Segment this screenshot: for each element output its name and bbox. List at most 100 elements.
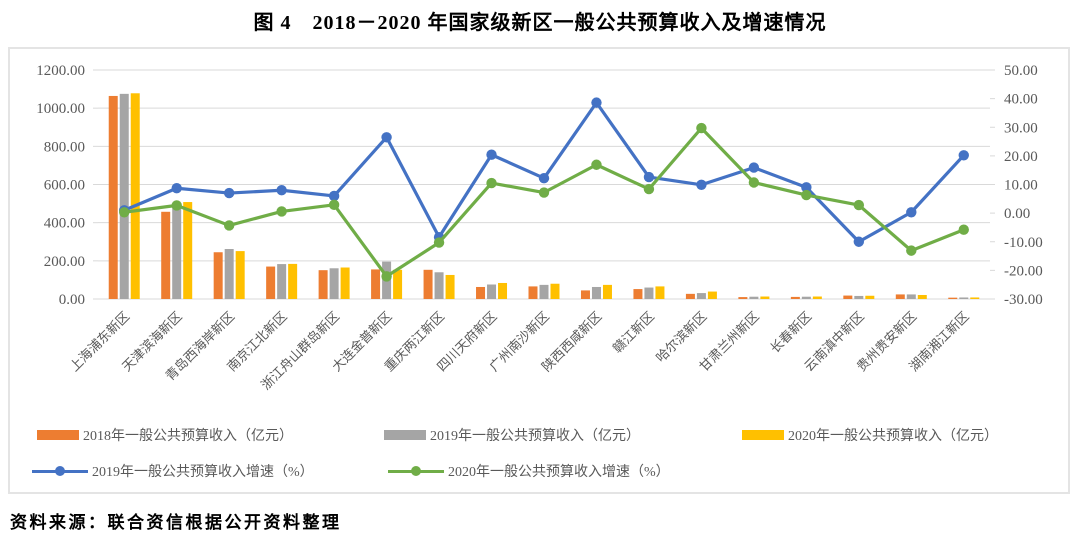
marker-2020年一般公共预算收入增速（%）	[486, 177, 497, 189]
bar-2018年一般公共预算收入（亿元）	[108, 95, 118, 299]
bar-2020年一般公共预算收入（亿元）	[865, 295, 875, 299]
legend-item: 2019年一般公共预算收入（亿元）	[384, 425, 640, 445]
right-axis-label: 20.00	[1004, 149, 1038, 165]
marker-2019年一般公共预算收入增速（%）	[171, 183, 182, 194]
bar-2018年一般公共预算收入（亿元）	[318, 270, 328, 299]
bar-2020年一般公共预算收入（亿元）	[812, 296, 822, 299]
bar-2018年一般公共预算收入（亿元）	[633, 289, 643, 299]
bar-2019年一般公共预算收入（亿元）	[906, 294, 916, 299]
marker-2020年一般公共预算收入增速（%）	[748, 177, 760, 188]
bar-2019年一般公共预算收入（亿元）	[591, 286, 601, 299]
marker-2020年一般公共预算收入增速（%）	[958, 224, 969, 235]
marker-2020年一般公共预算收入增速（%）	[171, 200, 182, 211]
bar-2020年一般公共预算收入（亿元）	[235, 251, 245, 299]
marker-2020年一般公共预算收入增速（%）	[381, 271, 392, 282]
marker-2019年一般公共预算收入增速（%）	[328, 190, 340, 202]
marker-2020年一般公共预算收入增速（%）	[538, 187, 550, 198]
bar-2019年一般公共预算收入（亿元）	[329, 268, 339, 299]
marker-2019年一般公共预算收入增速（%）	[748, 162, 760, 173]
bar-2020年一般公共预算收入（亿元）	[707, 291, 717, 299]
bar-2019年一般公共预算收入（亿元）	[487, 284, 497, 299]
bar-2019年一般公共预算收入（亿元）	[224, 249, 234, 299]
left-axis-label: 600.00	[44, 178, 85, 194]
bar-2020年一般公共预算收入（亿元）	[602, 284, 612, 299]
bar-2019年一般公共预算收入（亿元）	[959, 297, 969, 299]
bar-2020年一般公共预算收入（亿元）	[393, 269, 403, 299]
marker-2019年一般公共预算收入增速（%）	[643, 171, 655, 183]
bar-2019年一般公共预算收入（亿元）	[277, 264, 287, 299]
marker-2019年一般公共预算收入增速（%）	[696, 179, 707, 190]
legend-line-swatch	[32, 465, 88, 477]
bar-2018年一般公共预算收入（亿元）	[476, 286, 486, 299]
bar-2018年一般公共预算收入（亿元）	[423, 269, 433, 299]
bar-2019年一般公共预算收入（亿元）	[801, 296, 811, 299]
bar-2020年一般公共预算收入（亿元）	[445, 274, 455, 299]
bar-2019年一般公共预算收入（亿元）	[749, 296, 759, 299]
bar-2020年一般公共预算收入（亿元）	[655, 286, 665, 299]
category-label: 赣江新区	[610, 309, 657, 356]
right-axis-label: 50.00	[1004, 63, 1038, 79]
bar-2018年一般公共预算收入（亿元）	[790, 296, 800, 299]
bar-2019年一般公共预算收入（亿元）	[434, 272, 444, 299]
marker-2019年一般公共预算收入增速（%）	[538, 173, 550, 184]
marker-2019年一般公共预算收入增速（%）	[486, 149, 497, 160]
bar-2018年一般公共预算收入（亿元）	[948, 297, 958, 299]
bar-2019年一般公共预算收入（亿元）	[172, 204, 182, 299]
legend-item: 2018年一般公共预算收入（亿元）	[37, 425, 293, 445]
marker-2019年一般公共预算收入增速（%）	[906, 207, 917, 218]
bar-2018年一般公共预算收入（亿元）	[580, 290, 590, 299]
marker-2020年一般公共预算收入增速（%）	[119, 207, 130, 218]
bar-2018年一般公共预算收入（亿元）	[738, 297, 748, 299]
bar-2020年一般公共预算收入（亿元）	[917, 294, 927, 299]
marker-2020年一般公共预算收入增速（%）	[276, 206, 287, 217]
bar-2018年一般公共预算收入（亿元）	[685, 293, 695, 299]
source-note: 资料来源：联合资信根据公开资料整理	[10, 513, 342, 532]
marker-2019年一般公共预算收入增速（%）	[801, 182, 812, 193]
bar-2019年一般公共预算收入（亿元）	[854, 295, 864, 299]
left-axis-label: 1000.00	[36, 101, 85, 117]
bar-2020年一般公共预算收入（亿元）	[288, 263, 298, 299]
bar-2020年一般公共预算收入（亿元）	[183, 202, 193, 299]
bar-2018年一般公共预算收入（亿元）	[371, 269, 381, 299]
left-axis-label: 0.00	[59, 292, 85, 308]
right-axis-label: -30.00	[1004, 292, 1043, 308]
left-axis-label: 1200.00	[36, 63, 85, 79]
marker-2019年一般公共预算收入增速（%）	[381, 132, 392, 143]
bar-2020年一般公共预算收入（亿元）	[550, 283, 560, 299]
right-axis-label: 30.00	[1004, 120, 1038, 136]
left-axis-label: 400.00	[44, 216, 85, 232]
marker-2019年一般公共预算收入增速（%）	[958, 150, 969, 161]
marker-2020年一般公共预算收入增速（%）	[223, 220, 235, 231]
right-axis-label: -20.00	[1004, 263, 1043, 279]
line-2020年一般公共预算收入增速（%）	[122, 126, 966, 278]
right-axis-label: 40.00	[1004, 92, 1038, 108]
marker-2020年一般公共预算收入增速（%）	[696, 122, 707, 134]
bar-2020年一般公共预算收入（亿元）	[970, 297, 980, 299]
marker-2020年一般公共预算收入增速（%）	[433, 237, 445, 248]
bar-2020年一般公共预算收入（亿元）	[498, 282, 508, 299]
combo-chart: 1200.00 1000.00 800.00 600.00 400.00 200.00 0.…	[36, 63, 1043, 393]
marker-2019年一般公共预算收入增速（%）	[853, 236, 865, 247]
legend-bar-swatch	[384, 430, 426, 440]
legend-label: 2020年一般公共预算收入（亿元）	[788, 429, 998, 444]
bar-2019年一般公共预算收入（亿元）	[539, 284, 549, 299]
legend-item: 2019年一般公共预算收入增速（%）	[32, 461, 314, 481]
marker-2020年一般公共预算收入增速（%）	[853, 199, 865, 211]
left-axis-label: 200.00	[44, 254, 85, 270]
right-axis-label: -10.00	[1004, 235, 1043, 251]
bar-2019年一般公共预算收入（亿元）	[696, 293, 706, 299]
legend-item: 2020年一般公共预算收入增速（%）	[388, 461, 670, 481]
bar-2018年一般公共预算收入（亿元）	[895, 294, 905, 299]
marker-2020年一般公共预算收入增速（%）	[906, 245, 917, 256]
bar-2019年一般公共预算收入（亿元）	[119, 93, 129, 299]
marker-2019年一般公共预算收入增速（%）	[223, 187, 235, 199]
bar-2018年一般公共预算收入（亿元）	[528, 286, 538, 299]
bar-2018年一般公共预算收入（亿元）	[161, 211, 171, 299]
legend-bar-swatch	[37, 430, 79, 440]
marker-2019年一般公共预算收入增速（%）	[276, 185, 287, 196]
right-axis-label: 10.00	[1004, 178, 1038, 194]
marker-2020年一般公共预算收入增速（%）	[591, 159, 602, 170]
category-label: 长春新区	[767, 309, 814, 356]
legend-label: 2018年一般公共预算收入（亿元）	[83, 429, 293, 444]
left-axis-label: 800.00	[44, 139, 85, 155]
